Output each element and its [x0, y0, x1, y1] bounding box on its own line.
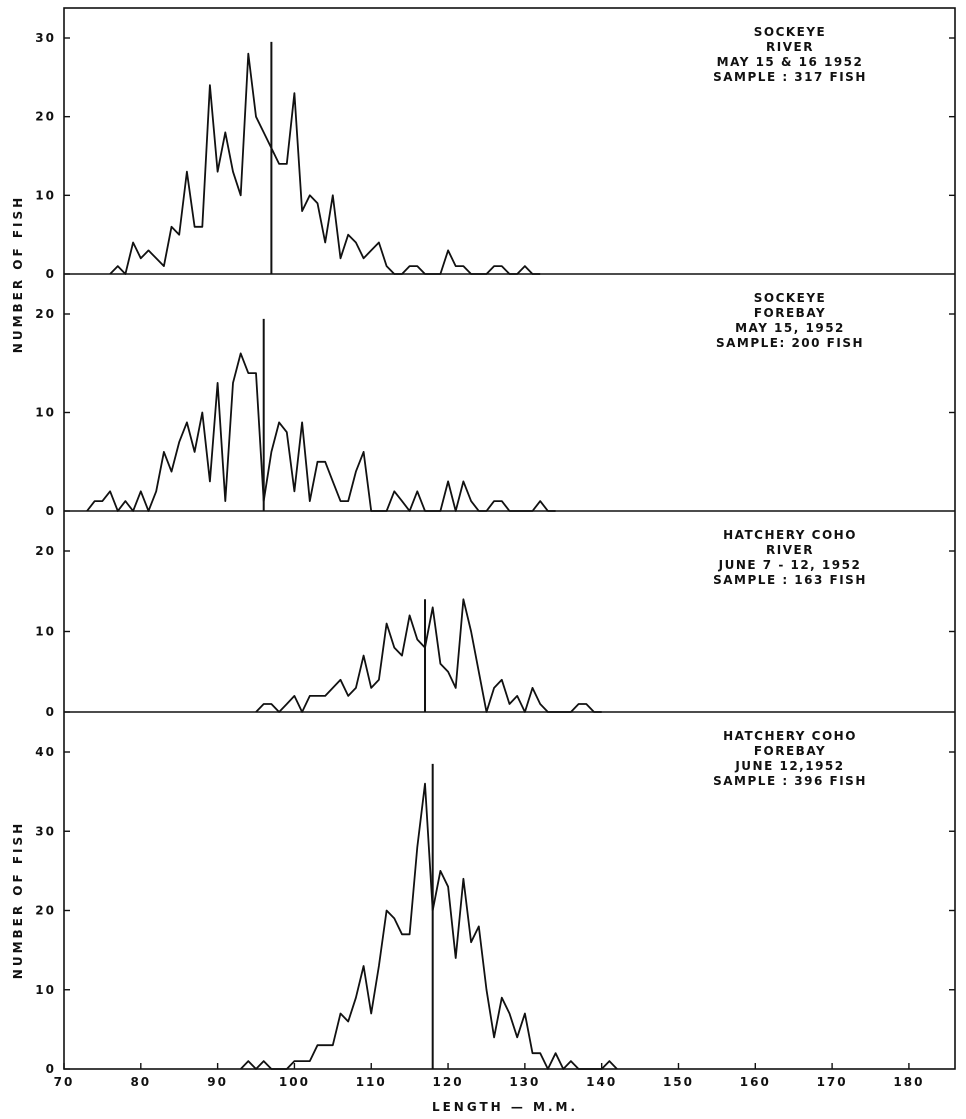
x-tick-label: 120: [433, 1075, 464, 1089]
x-axis-title: LENGTH — M.M.: [432, 1100, 578, 1114]
x-tick-label: 80: [130, 1075, 151, 1089]
panel-annotation-line: FOREBAY: [754, 744, 826, 758]
series-line: [86, 352, 556, 512]
panel-annotation-line: MAY 15, 1952: [735, 321, 845, 335]
y-tick-label: 0: [46, 267, 56, 281]
panel-annotation-line: SAMPLE : 317 FISH: [713, 70, 867, 84]
panel-annotation-line: RIVER: [766, 543, 814, 557]
panel-annotation-line: JUNE 7 - 12, 1952: [718, 558, 862, 572]
y-tick-label: 40: [35, 745, 56, 759]
y-tick-label: 0: [46, 504, 56, 518]
x-tick-label: 100: [279, 1075, 310, 1089]
panel-annotation-line: MAY 15 & 16 1952: [717, 55, 864, 69]
y-tick-label: 20: [35, 307, 56, 321]
panel-annotation-line: SOCKEYE: [754, 25, 827, 39]
series-line: [240, 782, 618, 1070]
x-axis: 70 80 90 100 110 120 130 140 150 160 170 180: [54, 1063, 924, 1089]
x-tick-label: 90: [207, 1075, 228, 1089]
x-tick-label: 130: [509, 1075, 540, 1089]
panel-annotation-line: SOCKEYE: [754, 291, 827, 305]
y-tick-label: 30: [35, 31, 56, 45]
panel-annotation-line: SAMPLE : 163 FISH: [713, 573, 867, 587]
x-tick-label: 170: [817, 1075, 848, 1089]
panel-annotation-line: HATCHERY COHO: [723, 729, 857, 743]
panel-annotation-line: SAMPLE: 200 FISH: [716, 336, 864, 350]
y-tick-label: 20: [35, 904, 56, 918]
x-tick-label: 180: [893, 1075, 924, 1089]
x-tick-label: 140: [586, 1075, 617, 1089]
y-tick-label: 30: [35, 824, 56, 838]
x-tick-label: 150: [663, 1075, 694, 1089]
y-tick-label: 10: [35, 406, 56, 420]
frame-layer: [63, 7, 956, 1070]
y-tick-label: 20: [35, 110, 56, 124]
series-line: [255, 598, 602, 713]
panel-annotation-line: HATCHERY COHO: [723, 528, 857, 542]
x-tick-label: 110: [356, 1075, 387, 1089]
panel-annotation-line: JUNE 12,1952: [734, 759, 844, 773]
y-tick-label: 10: [35, 983, 56, 997]
panel-annotation-line: SAMPLE : 396 FISH: [713, 774, 867, 788]
y-tick-label: 10: [35, 188, 56, 202]
plot-frame: [63, 7, 956, 1070]
y-axis-title-bottom: NUMBER OF FISH: [11, 821, 25, 979]
y-axis-title-top: NUMBER OF FISH: [11, 195, 25, 353]
panel-annotation-line: RIVER: [766, 40, 814, 54]
y-tick-label: 0: [46, 1062, 56, 1076]
y-tick-label: 20: [35, 544, 56, 558]
y-tick-label: 10: [35, 625, 56, 639]
x-tick-label: 70: [54, 1075, 75, 1089]
panel-annotation-line: FOREBAY: [754, 306, 826, 320]
y-tick-label: 0: [46, 705, 56, 719]
series-line: [109, 52, 541, 275]
x-tick-label: 160: [740, 1075, 771, 1089]
